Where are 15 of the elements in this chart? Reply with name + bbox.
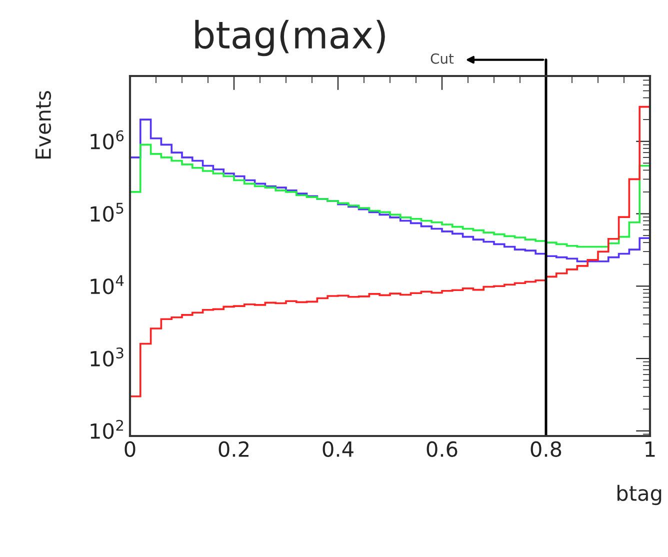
x-axis-title: btag bbox=[618, 484, 662, 506]
legend-label: Cut bbox=[430, 53, 454, 64]
y-tick-label: 10$^{3}$ bbox=[90, 347, 124, 367]
x-tick-label: 0.8 bbox=[530, 441, 562, 457]
x-tick-label: 0.6 bbox=[426, 441, 458, 457]
y-axis-title: Events bbox=[36, 91, 52, 158]
y-tick-label: 10$^{2}$ bbox=[90, 420, 123, 439]
y-tick-label: 10$^{6}$ bbox=[90, 130, 124, 150]
y-tick-label: 10$^{4}$ bbox=[90, 275, 124, 294]
x-tick-label: 0 bbox=[124, 441, 136, 457]
x-tick-label: 0.2 bbox=[218, 441, 248, 457]
chart-title: btag(max) bbox=[195, 20, 385, 56]
x-tick-label: 1 bbox=[646, 442, 655, 457]
y-tick-label: 10$^{5}$ bbox=[90, 202, 124, 222]
x-tick-label: 0.4 bbox=[322, 441, 354, 457]
